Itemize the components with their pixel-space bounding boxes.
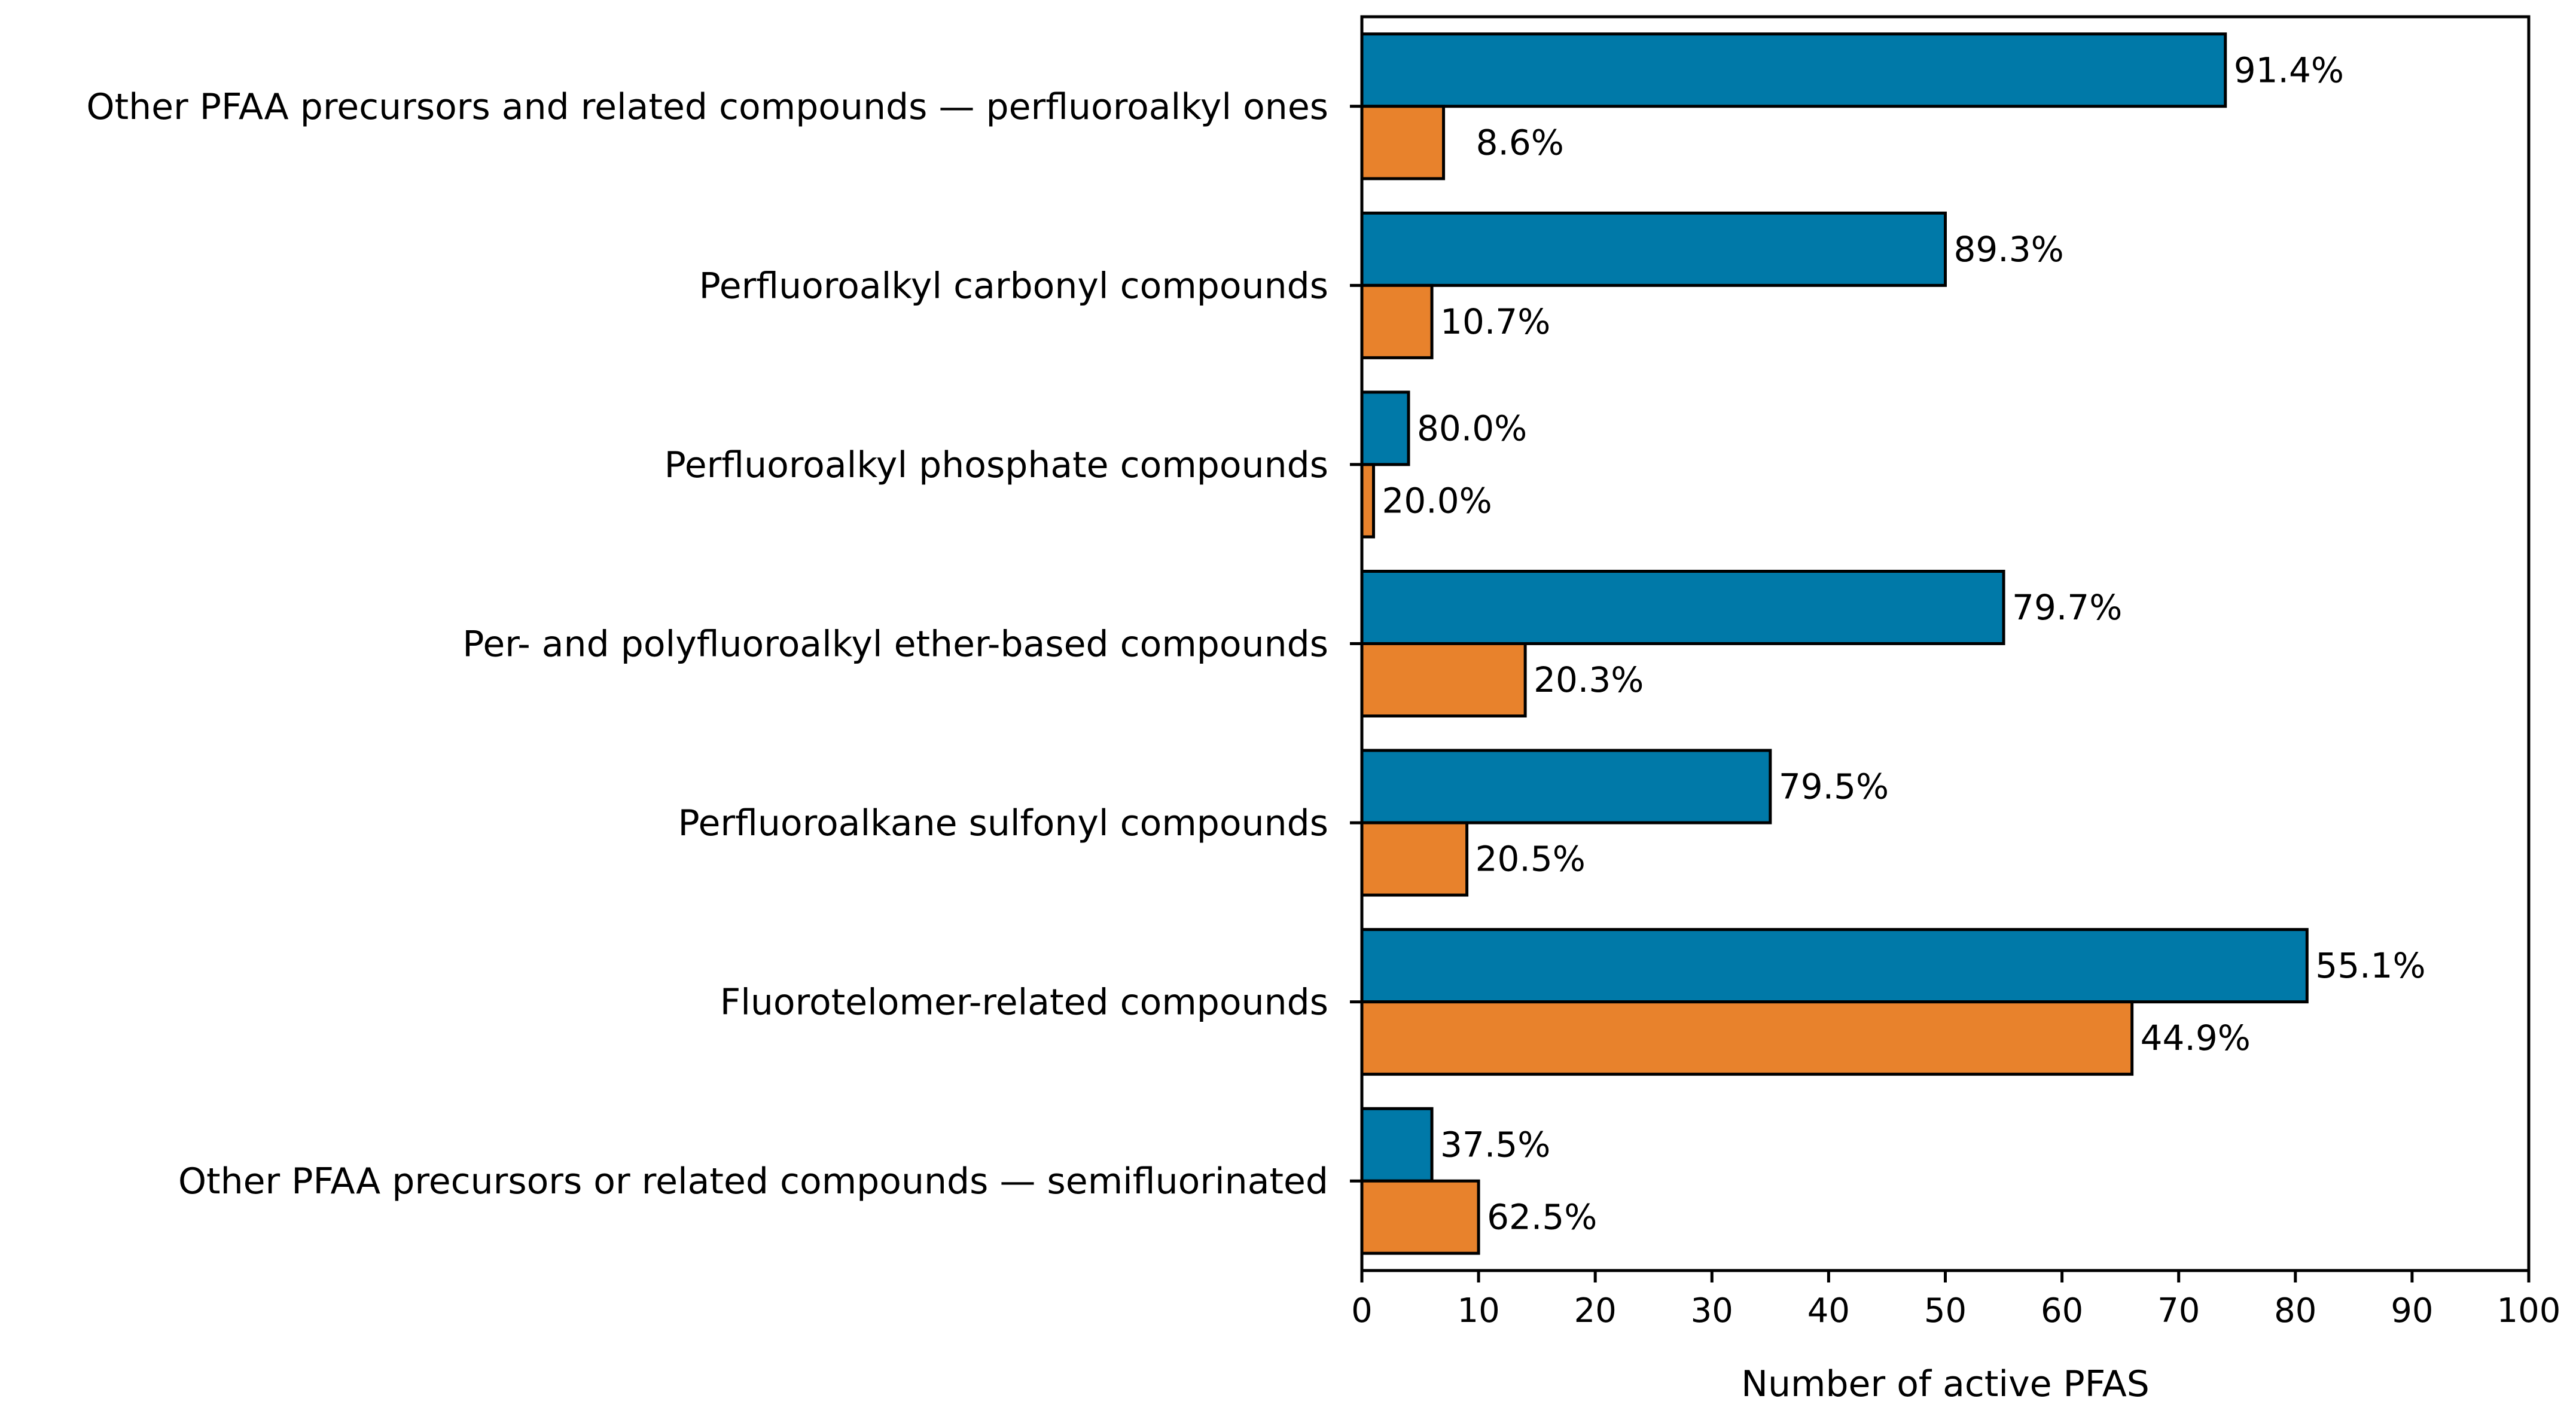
value-label-series-2-4: 20.3%	[1534, 659, 1644, 700]
bar-series-1-2	[1360, 211, 1947, 287]
x-tick-label-60: 60	[2041, 1291, 2083, 1330]
bar-series-2-2	[1360, 283, 1434, 359]
value-label-series-2-3: 20.0%	[1382, 480, 1492, 521]
bar-series-2-6	[1360, 1000, 2134, 1076]
bar-series-1-7	[1360, 1107, 1434, 1183]
bar-series-1-1	[1360, 32, 2227, 108]
value-label-series-2-6: 44.9%	[2141, 1018, 2251, 1058]
value-label-series-2-1: 8.6%	[1476, 122, 1564, 163]
category-label-7: Other PFAA precursors or related compoun…	[178, 1161, 1328, 1202]
value-label-series-1-4: 79.7%	[2012, 587, 2122, 628]
x-tick-label-80: 80	[2274, 1291, 2316, 1330]
category-label-5: Perfluoroalkane sulfonyl compounds	[678, 802, 1328, 844]
category-label-4: Per- and polyfluoroalkyl ether-based com…	[462, 624, 1328, 665]
bar-series-2-1	[1360, 105, 1446, 181]
x-tick-label-40: 40	[1807, 1291, 1850, 1330]
bars-layer	[1360, 32, 2309, 1255]
category-label-3: Perfluoroalkyl phosphate compounds	[664, 444, 1328, 486]
value-label-series-1-6: 55.1%	[2315, 945, 2425, 986]
category-label-1: Other PFAA precursors and related compou…	[86, 86, 1328, 128]
x-tick-label-100: 100	[2497, 1291, 2561, 1330]
category-label-6: Fluorotelomer-related compounds	[720, 982, 1328, 1024]
x-tick-label-0: 0	[1351, 1291, 1373, 1330]
value-label-series-1-3: 80.0%	[1417, 408, 1527, 448]
bar-series-2-4	[1360, 642, 1527, 717]
bar-series-1-6	[1360, 928, 2309, 1004]
value-label-series-1-5: 79.5%	[1779, 767, 1889, 807]
x-axis-title: Number of active PFAS	[1741, 1363, 2150, 1405]
value-label-series-1-1: 91.4%	[2234, 50, 2344, 90]
x-tick-label-20: 20	[1574, 1291, 1617, 1330]
x-tick-label-70: 70	[2157, 1291, 2200, 1330]
bar-series-2-5	[1360, 821, 1469, 897]
x-tick-label-50: 50	[1924, 1291, 1967, 1330]
value-label-series-1-7: 37.5%	[1440, 1125, 1550, 1165]
x-tick-label-10: 10	[1457, 1291, 1499, 1330]
bar-series-1-3	[1360, 390, 1410, 466]
axis-layer: Other PFAA precursors and related compou…	[86, 86, 2560, 1330]
bar-series-2-7	[1360, 1179, 1480, 1255]
x-tick-label-30: 30	[1691, 1291, 1733, 1330]
category-label-2: Perfluoroalkyl carbonyl compounds	[699, 265, 1328, 307]
labels-layer: 91.4% 8.6% 89.3% 10.7% 80.0% 20.0% 79.7% 20.3% 7…	[1382, 50, 2426, 1237]
value-label-series-2-2: 10.7%	[1440, 301, 1550, 342]
bar-series-1-4	[1360, 570, 2005, 645]
value-label-series-2-5: 20.5%	[1476, 839, 1586, 880]
bar-series-2-3	[1360, 463, 1376, 539]
value-label-series-2-7: 62.5%	[1487, 1197, 1597, 1238]
bar-series-1-5	[1360, 749, 1772, 824]
value-label-series-1-2: 89.3%	[1954, 229, 2064, 270]
x-tick-label-90: 90	[2391, 1291, 2433, 1330]
